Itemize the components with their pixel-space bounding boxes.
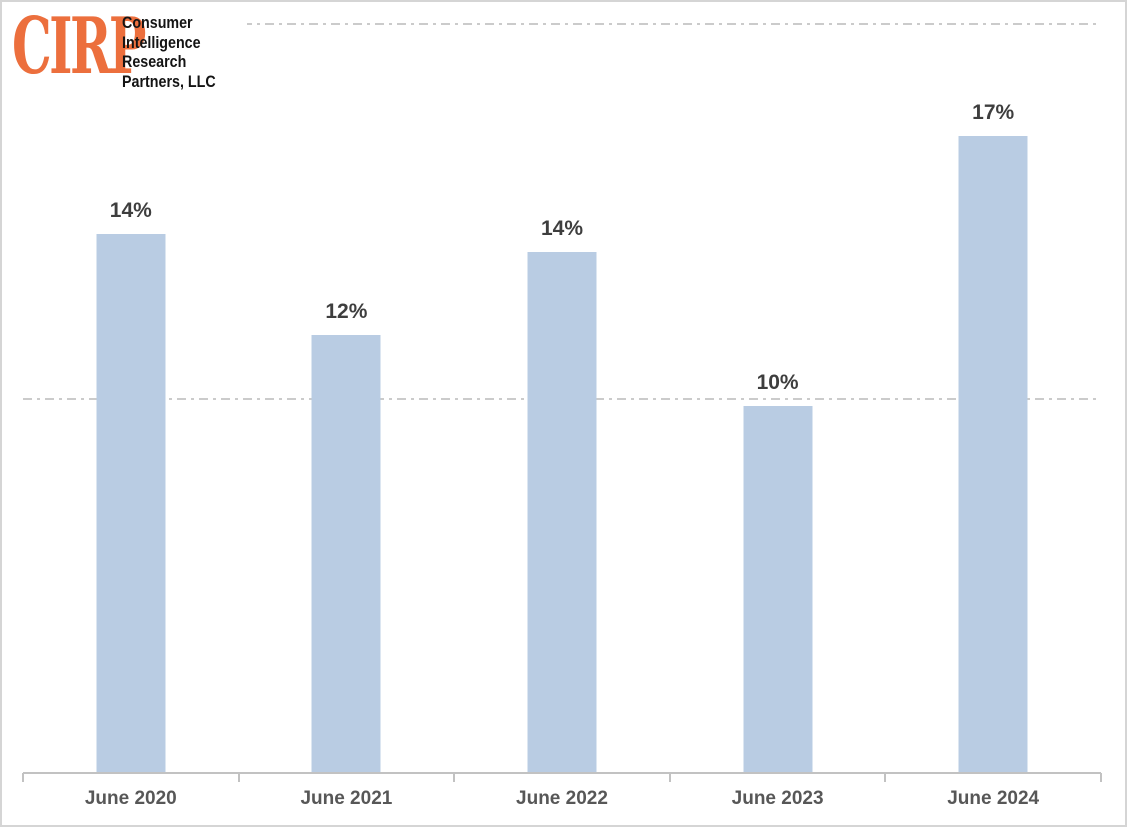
bar-june-2022 — [527, 252, 597, 773]
category-slot-june-2021: 12% June 2021 — [239, 24, 455, 809]
category-slot-june-2022: 14% June 2022 — [454, 24, 670, 809]
x-axis-tick-2 — [453, 773, 456, 782]
plot-area: 14% June 2020 12% June 2021 14% June 2022 10% J… — [22, 23, 1102, 809]
x-axis-tick-0 — [22, 773, 24, 782]
logo-line-3: Research — [122, 52, 187, 71]
bar-june-2021 — [311, 334, 381, 773]
value-label-june-2021: 12% — [325, 299, 368, 323]
value-label-june-2023: 10% — [756, 371, 799, 394]
category-slot-june-2020: 14% June 2020 — [23, 24, 239, 809]
logo-line-2: Intelligence — [122, 32, 201, 52]
x-axis-tick-5 — [1100, 773, 1102, 782]
value-label-june-2022: 14% — [540, 217, 583, 241]
x-axis-tick-3 — [668, 773, 671, 782]
x-axis-tick-4 — [884, 773, 887, 782]
value-label-june-2020: 14% — [109, 198, 152, 222]
x-axis-line — [23, 772, 1101, 774]
bar-june-2023 — [743, 406, 813, 773]
cirp-logo: CIRP Consumer Intelligence Research Part… — [2, 1, 248, 97]
bar-june-2020 — [96, 233, 166, 773]
category-slot-june-2024: 17% June 2024 — [885, 24, 1101, 809]
value-label-june-2024: 17% — [972, 101, 1015, 125]
logo-line-4: Partners, LLC — [122, 71, 216, 91]
category-slot-june-2023: 10% June 2023 — [670, 24, 886, 809]
cirp-logo-text: Consumer Intelligence Research Partners,… — [122, 13, 216, 91]
x-axis-label-june-2024: June 2024 — [947, 788, 1040, 809]
cirp-logo-acronym-box: CIRP — [12, 1, 146, 92]
x-axis-label-june-2021: June 2021 — [300, 788, 393, 809]
cirp-logo-acronym: CIRP — [12, 1, 146, 92]
x-axis-label-june-2023: June 2023 — [731, 788, 824, 809]
x-axis-tick-1 — [237, 773, 240, 782]
x-axis-label-june-2022: June 2022 — [516, 788, 608, 809]
bar-june-2024 — [958, 136, 1028, 773]
logo-line-1: Consumer — [122, 13, 193, 32]
gridline-20-percent — [23, 23, 1101, 25]
x-axis-label-june-2020: June 2020 — [84, 788, 177, 809]
